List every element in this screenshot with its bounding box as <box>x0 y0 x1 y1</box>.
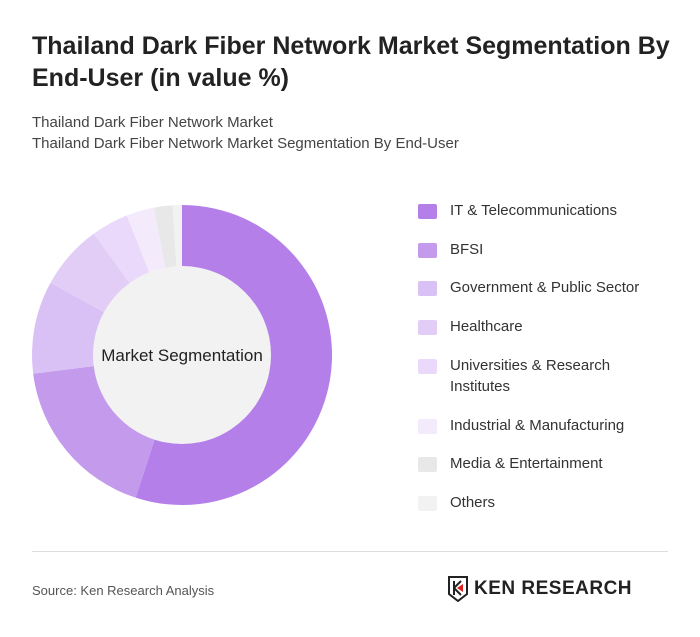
legend-label: Government & Public Sector <box>450 279 640 297</box>
legend-label: BFSI <box>450 240 484 258</box>
logo-text: KEN RESEARCH <box>474 578 633 599</box>
slice-healthcare <box>50 233 131 313</box>
chart-title: Thailand Dark Fiber Network Market Segme… <box>32 32 670 92</box>
legend-label: Industrial & Manufacturing <box>450 416 625 434</box>
ken-research-logo: KEN RESEARCH <box>448 576 632 602</box>
slice-bfsi <box>33 366 155 498</box>
donut-center <box>93 266 271 444</box>
slice-others <box>172 205 182 268</box>
legend-label: Universities & Research Institutes <box>450 356 611 395</box>
slice-media-entertainment <box>153 205 177 269</box>
legend-swatch <box>418 358 437 374</box>
legend-swatch <box>418 204 437 219</box>
legend-swatch <box>418 496 437 512</box>
slice-universities-research-institutes <box>93 215 150 284</box>
legend-swatch <box>418 242 437 258</box>
slice-government-public-sector <box>32 282 105 374</box>
subtitle-market: Thailand Dark Fiber Network Market <box>32 114 273 131</box>
slice-it-telecommunications <box>135 205 332 505</box>
legend-label: Others <box>450 494 496 512</box>
legend-label: IT & Telecommunications <box>450 202 618 219</box>
legend-swatch <box>418 418 437 434</box>
donut-chart: Market Segmentation <box>32 205 332 505</box>
legend-swatch <box>418 457 437 473</box>
center-label: Market Segmentation <box>101 346 263 365</box>
legend-swatch <box>418 320 437 336</box>
legend-swatch <box>418 281 437 297</box>
legend-label: Healthcare <box>450 318 523 336</box>
source-note: Source: Ken Research Analysis <box>32 583 215 598</box>
divider <box>32 551 668 552</box>
subtitle-segmentation: Thailand Dark Fiber Network Market Segme… <box>32 135 459 152</box>
slice-industrial-manufacturing <box>126 207 166 274</box>
legend-label: Media & Entertainment <box>450 455 603 473</box>
ken-shield-icon <box>448 576 468 602</box>
